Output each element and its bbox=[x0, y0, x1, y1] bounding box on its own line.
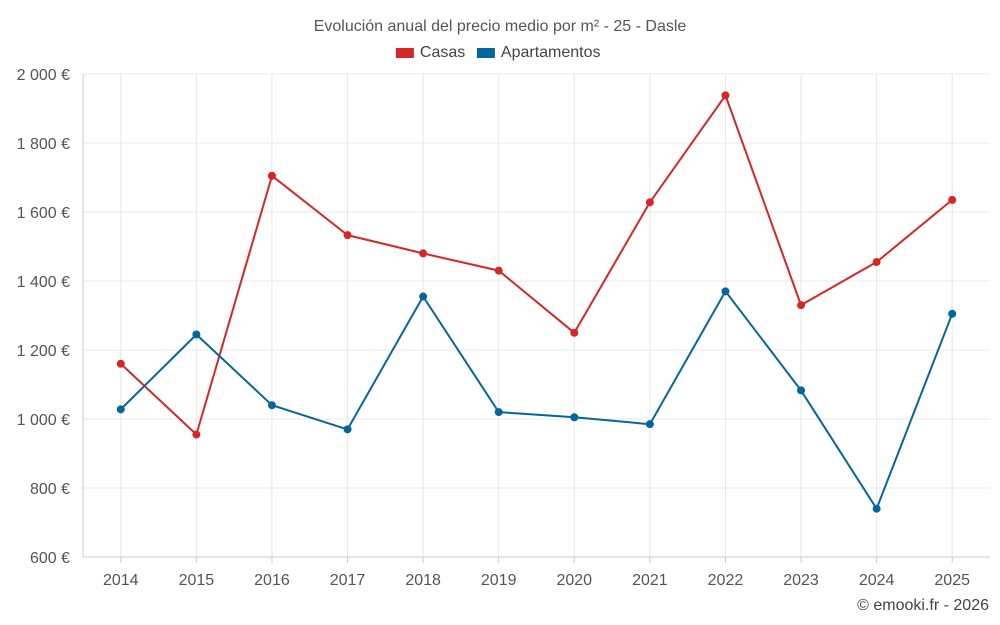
axes: 600 € 800 € 1 000 € 1 200 € 1 400 € 1 600 € 1 … bbox=[17, 67, 990, 589]
data-point-casas[interactable] bbox=[494, 266, 503, 275]
data-point-casas[interactable] bbox=[192, 430, 201, 439]
y-tick-label: 2 000 € bbox=[17, 67, 70, 84]
data-point-casas[interactable] bbox=[343, 231, 352, 240]
legend: Casas Apartamentos bbox=[395, 44, 601, 61]
x-tick-label: 2023 bbox=[783, 572, 819, 589]
x-tick-label: 2016 bbox=[254, 572, 290, 589]
x-tick-label: 2017 bbox=[330, 572, 366, 589]
data-point-apartamentos[interactable] bbox=[797, 386, 806, 395]
series-line-apartamentos bbox=[120, 290, 954, 510]
x-tick-label: 2024 bbox=[859, 572, 895, 589]
y-tick-label: 600 € bbox=[30, 550, 70, 567]
y-tick-label: 1 400 € bbox=[17, 274, 70, 291]
data-point-apartamentos[interactable] bbox=[570, 413, 579, 422]
data-point-apartamentos[interactable] bbox=[267, 401, 276, 410]
y-tick-label: 1 800 € bbox=[17, 136, 70, 153]
chart-title: Evolución anual del precio medio por m² … bbox=[314, 18, 687, 35]
x-tick-label: 2015 bbox=[179, 572, 215, 589]
x-tick-label: 2021 bbox=[632, 572, 668, 589]
data-point-casas[interactable] bbox=[419, 249, 428, 258]
grid bbox=[83, 73, 990, 557]
y-tick-label: 1 200 € bbox=[17, 343, 70, 360]
credit-text: © emooki.fr - 2026 bbox=[857, 597, 989, 614]
data-point-casas[interactable] bbox=[872, 258, 881, 267]
data-point-casas[interactable] bbox=[721, 91, 730, 100]
data-point-apartamentos[interactable] bbox=[721, 287, 730, 296]
x-tick-label: 2014 bbox=[103, 572, 139, 589]
data-point-apartamentos[interactable] bbox=[948, 309, 957, 318]
legend-swatch-apartamentos bbox=[476, 48, 495, 58]
y-tick-label: 1 600 € bbox=[17, 205, 70, 222]
data-point-apartamentos[interactable] bbox=[494, 408, 503, 417]
data-point-apartamentos[interactable] bbox=[872, 504, 881, 513]
data-point-apartamentos[interactable] bbox=[116, 405, 125, 414]
series-line-casas bbox=[120, 94, 953, 436]
data-point-casas[interactable] bbox=[116, 359, 125, 368]
data-point-apartamentos[interactable] bbox=[645, 420, 654, 429]
data-point-apartamentos[interactable] bbox=[343, 425, 352, 434]
data-point-casas[interactable] bbox=[570, 328, 579, 337]
x-tick-label: 2022 bbox=[708, 572, 744, 589]
x-tick-label: 2025 bbox=[934, 572, 970, 589]
x-tick-label: 2019 bbox=[481, 572, 517, 589]
data-point-casas[interactable] bbox=[645, 198, 654, 207]
y-tick-label: 1 000 € bbox=[17, 412, 70, 429]
legend-label-apartamentos[interactable]: Apartamentos bbox=[501, 44, 601, 61]
data-point-apartamentos[interactable] bbox=[419, 292, 428, 301]
data-point-apartamentos[interactable] bbox=[192, 330, 201, 339]
data-point-casas[interactable] bbox=[797, 301, 806, 310]
y-tick-label: 800 € bbox=[30, 481, 70, 498]
series-layer bbox=[116, 91, 957, 513]
legend-swatch-casas bbox=[395, 48, 414, 58]
x-tick-label: 2020 bbox=[556, 572, 592, 589]
x-tick-label: 2018 bbox=[405, 572, 441, 589]
data-point-casas[interactable] bbox=[267, 171, 276, 180]
data-point-casas[interactable] bbox=[948, 195, 957, 204]
legend-label-casas[interactable]: Casas bbox=[420, 44, 465, 61]
